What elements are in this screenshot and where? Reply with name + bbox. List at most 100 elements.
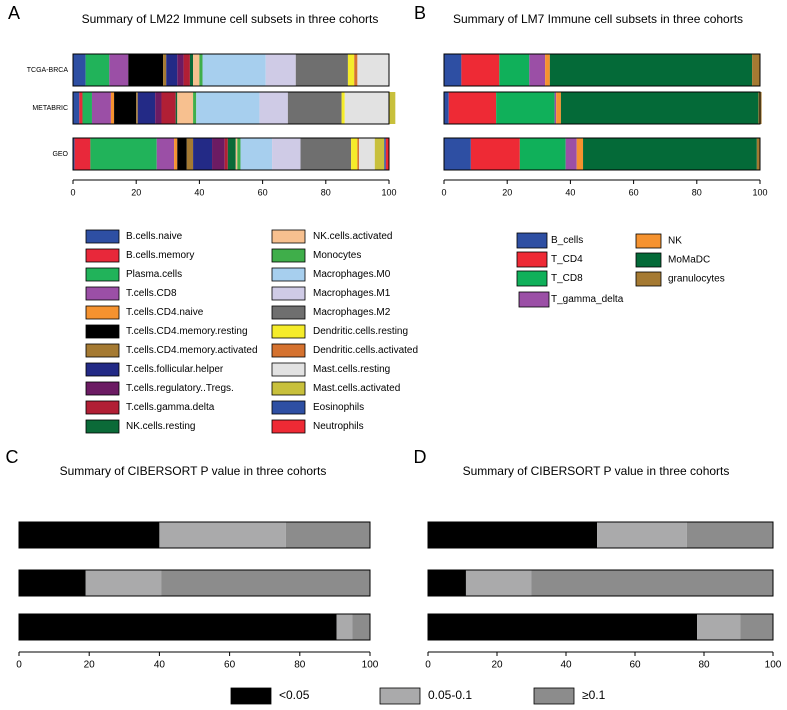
bar-segment (174, 138, 178, 170)
legend-label: Macrophages.M2 (313, 307, 391, 318)
bar-segment (175, 92, 178, 124)
bar-segment (347, 54, 355, 86)
bar-segment (352, 614, 370, 640)
bar-segment (358, 138, 375, 170)
x-tick-label: 60 (629, 660, 641, 671)
bar-segment (161, 570, 370, 596)
bar-segment (91, 92, 111, 124)
legend-label: <0.05 (279, 688, 310, 702)
legend-label: granulocytes (668, 274, 725, 285)
bar-segment (199, 54, 203, 86)
bar-segment (428, 570, 466, 596)
legend-label: Eosinophils (313, 402, 364, 413)
legend-label: Mast.cells.resting (313, 364, 390, 375)
bar-segment (212, 138, 225, 170)
bar-segment (73, 138, 75, 170)
legend-label: Dendritic.cells.resting (313, 326, 408, 337)
bar-segment (166, 54, 178, 86)
x-tick-label: 40 (154, 660, 166, 671)
legend-swatch (271, 267, 306, 282)
x-tick-label: 80 (692, 187, 702, 197)
bar-segment (465, 570, 532, 596)
bar-segment (19, 570, 86, 596)
x-tick-label: 40 (565, 187, 575, 197)
bar-outline (443, 137, 761, 171)
panel-letter: B (414, 3, 426, 23)
legend-swatch (379, 687, 421, 705)
x-tick-label: 80 (321, 187, 331, 197)
bar-segment (444, 92, 449, 124)
bar-segment (444, 138, 471, 170)
legend-swatch (85, 286, 120, 301)
legend-swatch (518, 291, 550, 308)
bar-segment (448, 92, 497, 124)
bar-segment (19, 614, 337, 640)
bar-segment (444, 54, 462, 86)
legend-swatch (271, 419, 306, 434)
bar-segment (114, 92, 137, 124)
bar-segment (265, 54, 296, 86)
bar-segment (549, 54, 753, 86)
bar-segment (285, 522, 370, 548)
bar-segment (155, 92, 162, 124)
bar-outline (427, 521, 774, 549)
category-label: METABRIC (32, 105, 68, 112)
legend-swatch (85, 324, 120, 339)
x-tick-label: 80 (698, 660, 710, 671)
x-tick-label: 40 (194, 187, 204, 197)
bar-segment (357, 54, 389, 86)
legend-label: NK (668, 236, 682, 247)
bar-segment (177, 54, 184, 86)
bar-segment (177, 92, 194, 124)
bar-segment (470, 138, 520, 170)
legend-label: MoMaDC (668, 255, 710, 266)
bar-segment (496, 92, 555, 124)
bar-segment (235, 138, 238, 170)
bar-outline (18, 521, 371, 549)
bar-outline (18, 569, 371, 597)
legend-swatch (271, 362, 306, 377)
x-tick-label: 20 (131, 187, 141, 197)
legend-label: NK.cells.activated (313, 231, 392, 242)
x-tick-label: 20 (84, 660, 96, 671)
bar-segment (576, 138, 584, 170)
bar-outline (18, 613, 371, 641)
bar-segment (565, 138, 577, 170)
x-tick-label: 100 (765, 660, 782, 671)
x-tick-label: 20 (502, 187, 512, 197)
bar-segment (287, 92, 342, 124)
bar-outline (443, 91, 761, 125)
legend-swatch (271, 400, 306, 415)
bar-segment (73, 54, 86, 86)
bar-outline (427, 613, 774, 641)
legend-swatch (516, 251, 548, 268)
bar-segment (351, 138, 358, 170)
legend-swatch (271, 343, 306, 358)
bar-segment (227, 138, 236, 170)
x-tick-label: 60 (258, 187, 268, 197)
bar-outline (427, 569, 774, 597)
bar-segment (79, 92, 83, 124)
x-tick-label: 100 (381, 187, 396, 197)
bar-outline (72, 53, 390, 87)
bar-outline (443, 53, 761, 87)
bar-segment (259, 92, 288, 124)
legend-label: T.cells.CD4.memory.activated (126, 345, 258, 356)
bar-segment (163, 54, 167, 86)
legend-label: T.cells.CD8 (126, 288, 177, 299)
bar-segment (499, 54, 530, 86)
bar-segment (156, 138, 175, 170)
bar-segment (300, 138, 352, 170)
legend-label: T.cells.CD4.memory.resting (126, 326, 248, 337)
legend-label: B.cells.memory (126, 250, 194, 261)
bar-segment (161, 92, 176, 124)
bar-outline (72, 91, 390, 125)
bar-segment (697, 614, 741, 640)
legend-swatch (85, 267, 120, 282)
bar-segment (554, 92, 557, 124)
chart-title: Summary of LM7 Immune cell subsets in th… (453, 12, 743, 26)
bar-segment (224, 138, 228, 170)
category-label: TCGA-BRCA (27, 67, 69, 74)
x-tick-label: 60 (629, 187, 639, 197)
bar-segment (752, 54, 760, 86)
